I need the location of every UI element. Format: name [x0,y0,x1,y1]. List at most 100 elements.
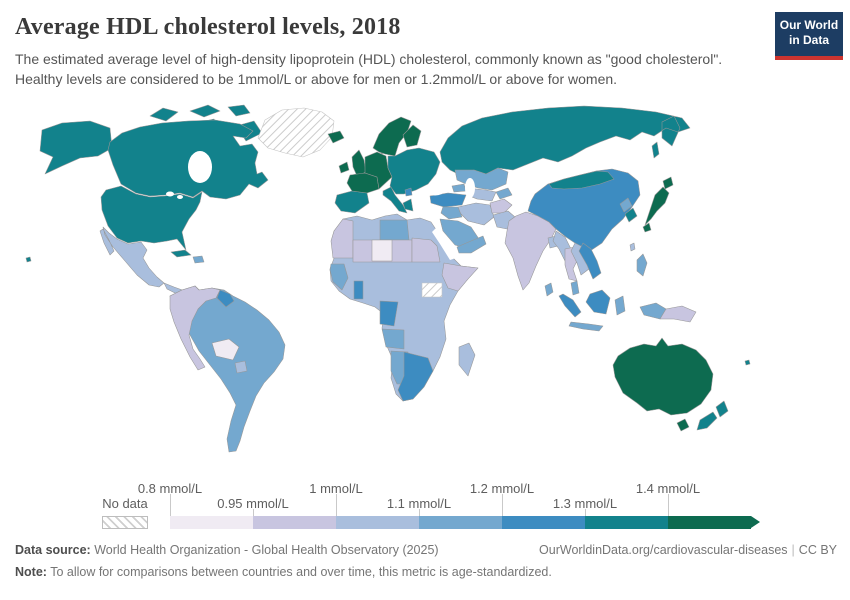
region-tasmania[interactable] [676,418,690,432]
region-borneo[interactable] [585,289,611,315]
region-west-africa[interactable] [329,263,349,291]
chart-footer: Data source: World Health Organization -… [15,543,837,587]
legend-segment-1.2–1.3[interactable] [502,516,585,529]
region-madagascar[interactable] [458,342,476,377]
region-horn-of-africa[interactable] [441,262,479,292]
region-iceland[interactable] [327,130,345,144]
note-label: Note: [15,565,47,579]
region-niger[interactable] [371,239,393,262]
region-canada[interactable] [107,119,269,200]
region-guyana[interactable] [216,289,235,308]
region-mexico[interactable] [99,226,165,288]
region-sumatra[interactable] [558,293,582,318]
black-sea [426,186,444,196]
region-bolivia[interactable] [211,338,240,361]
region-morocco-mauritania[interactable] [330,218,354,259]
region-italy[interactable] [382,186,408,214]
region-libya[interactable] [379,219,410,241]
legend-color-bar[interactable] [170,516,751,529]
region-russia[interactable] [439,105,691,177]
legend-tick [419,509,420,516]
region-australia[interactable] [612,337,714,416]
region-cameroon-gabon[interactable] [379,300,399,327]
legend-tick [668,494,669,516]
region-paraguay[interactable] [234,360,248,374]
region-ghana[interactable] [353,280,364,300]
region-yemen-oman[interactable] [456,235,487,254]
map-legend: 0.8 mmol/L 1 mmol/L 1.2 mmol/L 1.4 mmol/… [0,476,850,534]
legend-segment-1.4+[interactable] [668,516,751,529]
legend-tick [336,494,337,516]
legend-segment-1.3–1.4[interactable] [585,516,668,529]
legend-segment-0.8–0.95[interactable] [170,516,253,529]
region-angola[interactable] [381,328,405,350]
region-sri-lanka[interactable] [544,282,554,297]
region-philippines[interactable] [636,253,648,277]
region-greece[interactable] [402,198,414,212]
region-caucasus[interactable] [451,183,467,193]
legend-tick [585,509,586,516]
region-malaysia[interactable] [570,280,580,296]
region-south-sudan[interactable] [421,282,443,298]
legend-tick [502,494,503,516]
legend-label-1-3: 1.3 mmol/L [552,496,618,511]
license-link[interactable]: CC BY [798,543,837,557]
region-hawaii[interactable] [25,256,32,263]
region-hispaniola[interactable] [192,255,205,264]
region-turkey[interactable] [429,192,467,208]
page-title: Average HDL cholesterol levels, 2018 [15,14,401,40]
region-north-korea[interactable] [619,197,633,213]
legend-segment-1–1.1[interactable] [336,516,419,529]
region-eastern-europe[interactable] [387,147,441,195]
region-greenland[interactable] [257,107,335,158]
legend-no-data-swatch[interactable] [102,516,148,529]
legend-label-1: 1 mmol/L [309,481,363,496]
region-taiwan[interactable] [629,242,636,252]
region-southern-africa[interactable] [397,351,434,402]
legend-segment-0.95–1[interactable] [253,516,336,529]
region-sudan[interactable] [411,237,441,263]
legend-label-1-2: 1.2 mmol/L [469,481,535,496]
legend-label-1-1: 1.1 mmol/L [386,496,452,511]
region-iraq-syria[interactable] [440,206,463,220]
region-afghanistan[interactable] [489,198,513,214]
region-united-states[interactable] [100,185,203,251]
region-cuba[interactable] [170,249,192,258]
owid-link[interactable]: OurWorldinData.org/cardiovascular-diseas… [539,543,788,557]
region-ireland[interactable] [338,161,350,174]
chart-header: Average HDL cholesterol levels, 2018 The… [15,14,765,89]
region-serbia[interactable] [404,187,413,197]
region-colombia-venezuela-peru[interactable] [169,285,221,371]
region-brazil-argentina-chile[interactable] [169,285,286,453]
region-iberia[interactable] [334,190,370,214]
region-south-korea[interactable] [624,207,638,223]
attribution-line: OurWorldinData.org/cardiovascular-diseas… [539,543,837,557]
region-india[interactable] [504,211,557,291]
legend-label-1-4: 1.4 mmol/L [635,481,701,496]
region-sulawesi[interactable] [614,295,626,316]
region-java[interactable] [568,321,604,332]
region-mongolia[interactable] [548,170,615,190]
legend-no-data-label: No data [102,496,148,511]
region-japan[interactable] [642,176,674,233]
region-alaska[interactable] [39,120,113,175]
region-united-kingdom[interactable] [351,149,367,177]
attribution-separator: | [791,543,795,557]
region-fiji[interactable] [744,359,751,366]
caspian-sea [465,178,475,198]
owid-logo-line2: in Data [788,33,829,47]
world-choropleth-map [0,100,850,460]
legend-label-0-95: 0.95 mmol/L [217,496,289,511]
chart-subtitle: The estimated average level of high-dens… [15,51,723,87]
region-new-zealand[interactable] [696,400,729,431]
legend-arrow [751,516,760,528]
red-sea [432,228,456,260]
note-text: To allow for comparisons between countri… [46,565,552,579]
owid-logo[interactable]: Our World in Data [775,12,843,60]
region-vietnam[interactable] [578,242,602,280]
legend-segment-1.1–1.2[interactable] [419,516,502,529]
region-finland[interactable] [402,124,422,148]
region-papua-new-guinea[interactable] [659,305,697,323]
region-iran[interactable] [457,202,495,226]
region-kyrgyzstan-tajikistan[interactable] [495,187,513,200]
